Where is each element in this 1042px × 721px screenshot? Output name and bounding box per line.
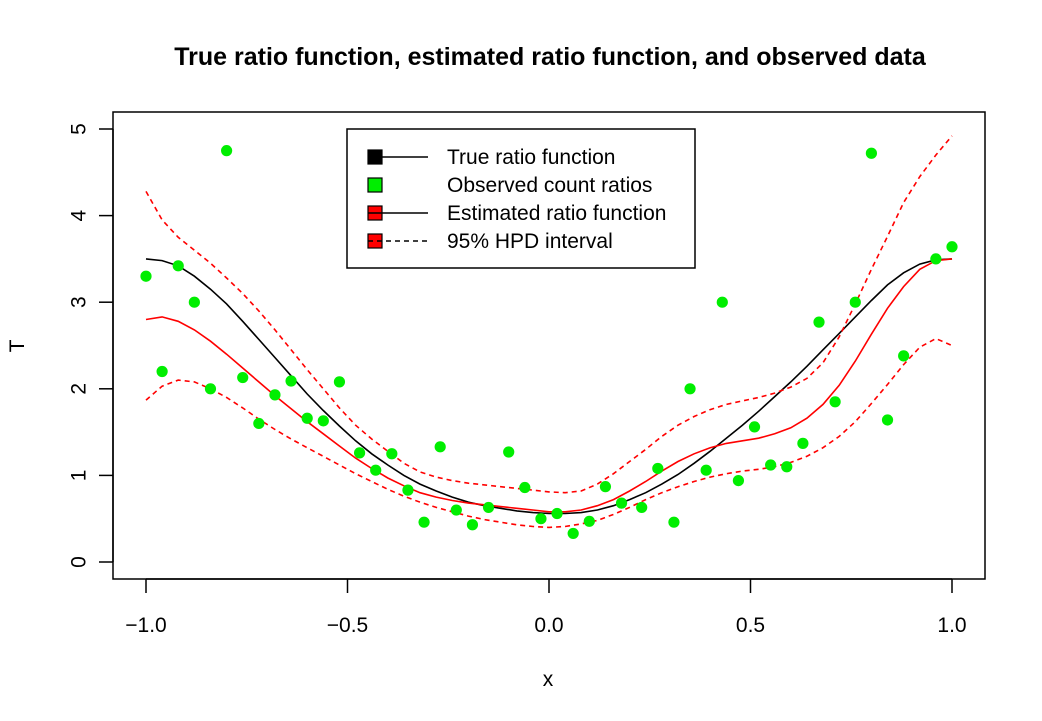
y-tick-label: 0 [68,556,91,568]
legend-label: Estimated ratio function [447,202,666,225]
plot-layer [140,135,958,540]
observed-point [797,437,809,449]
observed-point [732,474,745,487]
x-tick-label: −0.5 [327,614,368,637]
y-tick-label: 1 [68,470,91,482]
observed-point [237,371,249,384]
observed-point [615,497,628,509]
x-axis: −1.0 −0.5 0.0 0.5 1.0 [125,578,967,637]
observed-point [716,296,728,308]
x-tick-label: −1.0 [125,614,166,637]
y-tick-label: 3 [68,296,91,308]
hpd-upper-line [145,135,953,494]
observed-point [285,375,297,387]
observed-point [519,481,531,494]
legend-swatch [367,177,383,193]
observed-point [333,376,346,388]
observed-point [881,414,894,426]
observed-point [482,501,495,514]
observed-point [353,447,366,459]
x-tick-label: 1.0 [937,614,966,637]
observed-point [434,441,446,453]
observed-point [466,519,479,531]
y-tick-label: 5 [68,123,91,135]
observed-point [172,260,184,272]
x-tick-label: 0.5 [736,614,765,637]
observed-point [684,383,696,395]
legend-item: Estimated ratio function [367,202,666,225]
observed-point [781,461,793,473]
true-ratio-line [145,258,953,515]
y-axis-label: T [6,339,29,352]
observed-point [668,516,680,528]
observed-point [930,253,942,265]
observed-point [253,417,265,430]
observed-point [652,462,664,475]
observed-point [269,389,281,401]
observed-point [221,145,233,157]
legend-item: True ratio function [367,146,615,169]
chart-title: True ratio function, estimated ratio fun… [174,43,927,71]
legend-item: 95% HPD interval [367,230,613,253]
x-tick-label: 0.0 [534,614,563,637]
observed-point [402,484,414,496]
observed-point [503,446,515,458]
legend-label: Observed count ratios [447,174,652,197]
legend-item: Observed count ratios [367,174,652,197]
observed-point [450,504,462,516]
observed-point [636,501,648,514]
observed-point [370,464,382,476]
observed-point [946,241,958,253]
y-tick-label: 4 [68,209,91,221]
observed-point [567,527,579,540]
legend: True ratio function Observed count ratios… [346,128,696,269]
observed-point [156,365,168,378]
hpd-lower-line [145,337,953,529]
y-tick-label: 2 [68,383,91,395]
legend-box [346,128,696,269]
observed-point [829,396,841,408]
observed-point [204,383,217,395]
observed-point [748,421,761,433]
observed-point [865,147,878,159]
y-axis: 0 1 2 3 4 5 [68,123,114,568]
x-axis-label: x [543,668,554,691]
observed-point [140,270,152,282]
observed-point [188,296,200,308]
observed-point [317,415,329,427]
observed-point [301,412,313,424]
observed-point [599,481,612,493]
legend-label: 95% HPD interval [447,230,613,253]
observed-point [551,507,563,520]
observed-point [813,316,825,328]
observed-point [386,448,398,460]
observed-point [700,464,712,476]
observed-point [535,513,547,525]
observed-point [583,515,595,527]
legend-label: True ratio function [447,146,615,169]
observed-point [849,296,861,308]
observed-point [898,350,910,362]
observed-point [765,459,777,471]
estimated-ratio-line [145,258,953,513]
observed-point [418,516,430,528]
